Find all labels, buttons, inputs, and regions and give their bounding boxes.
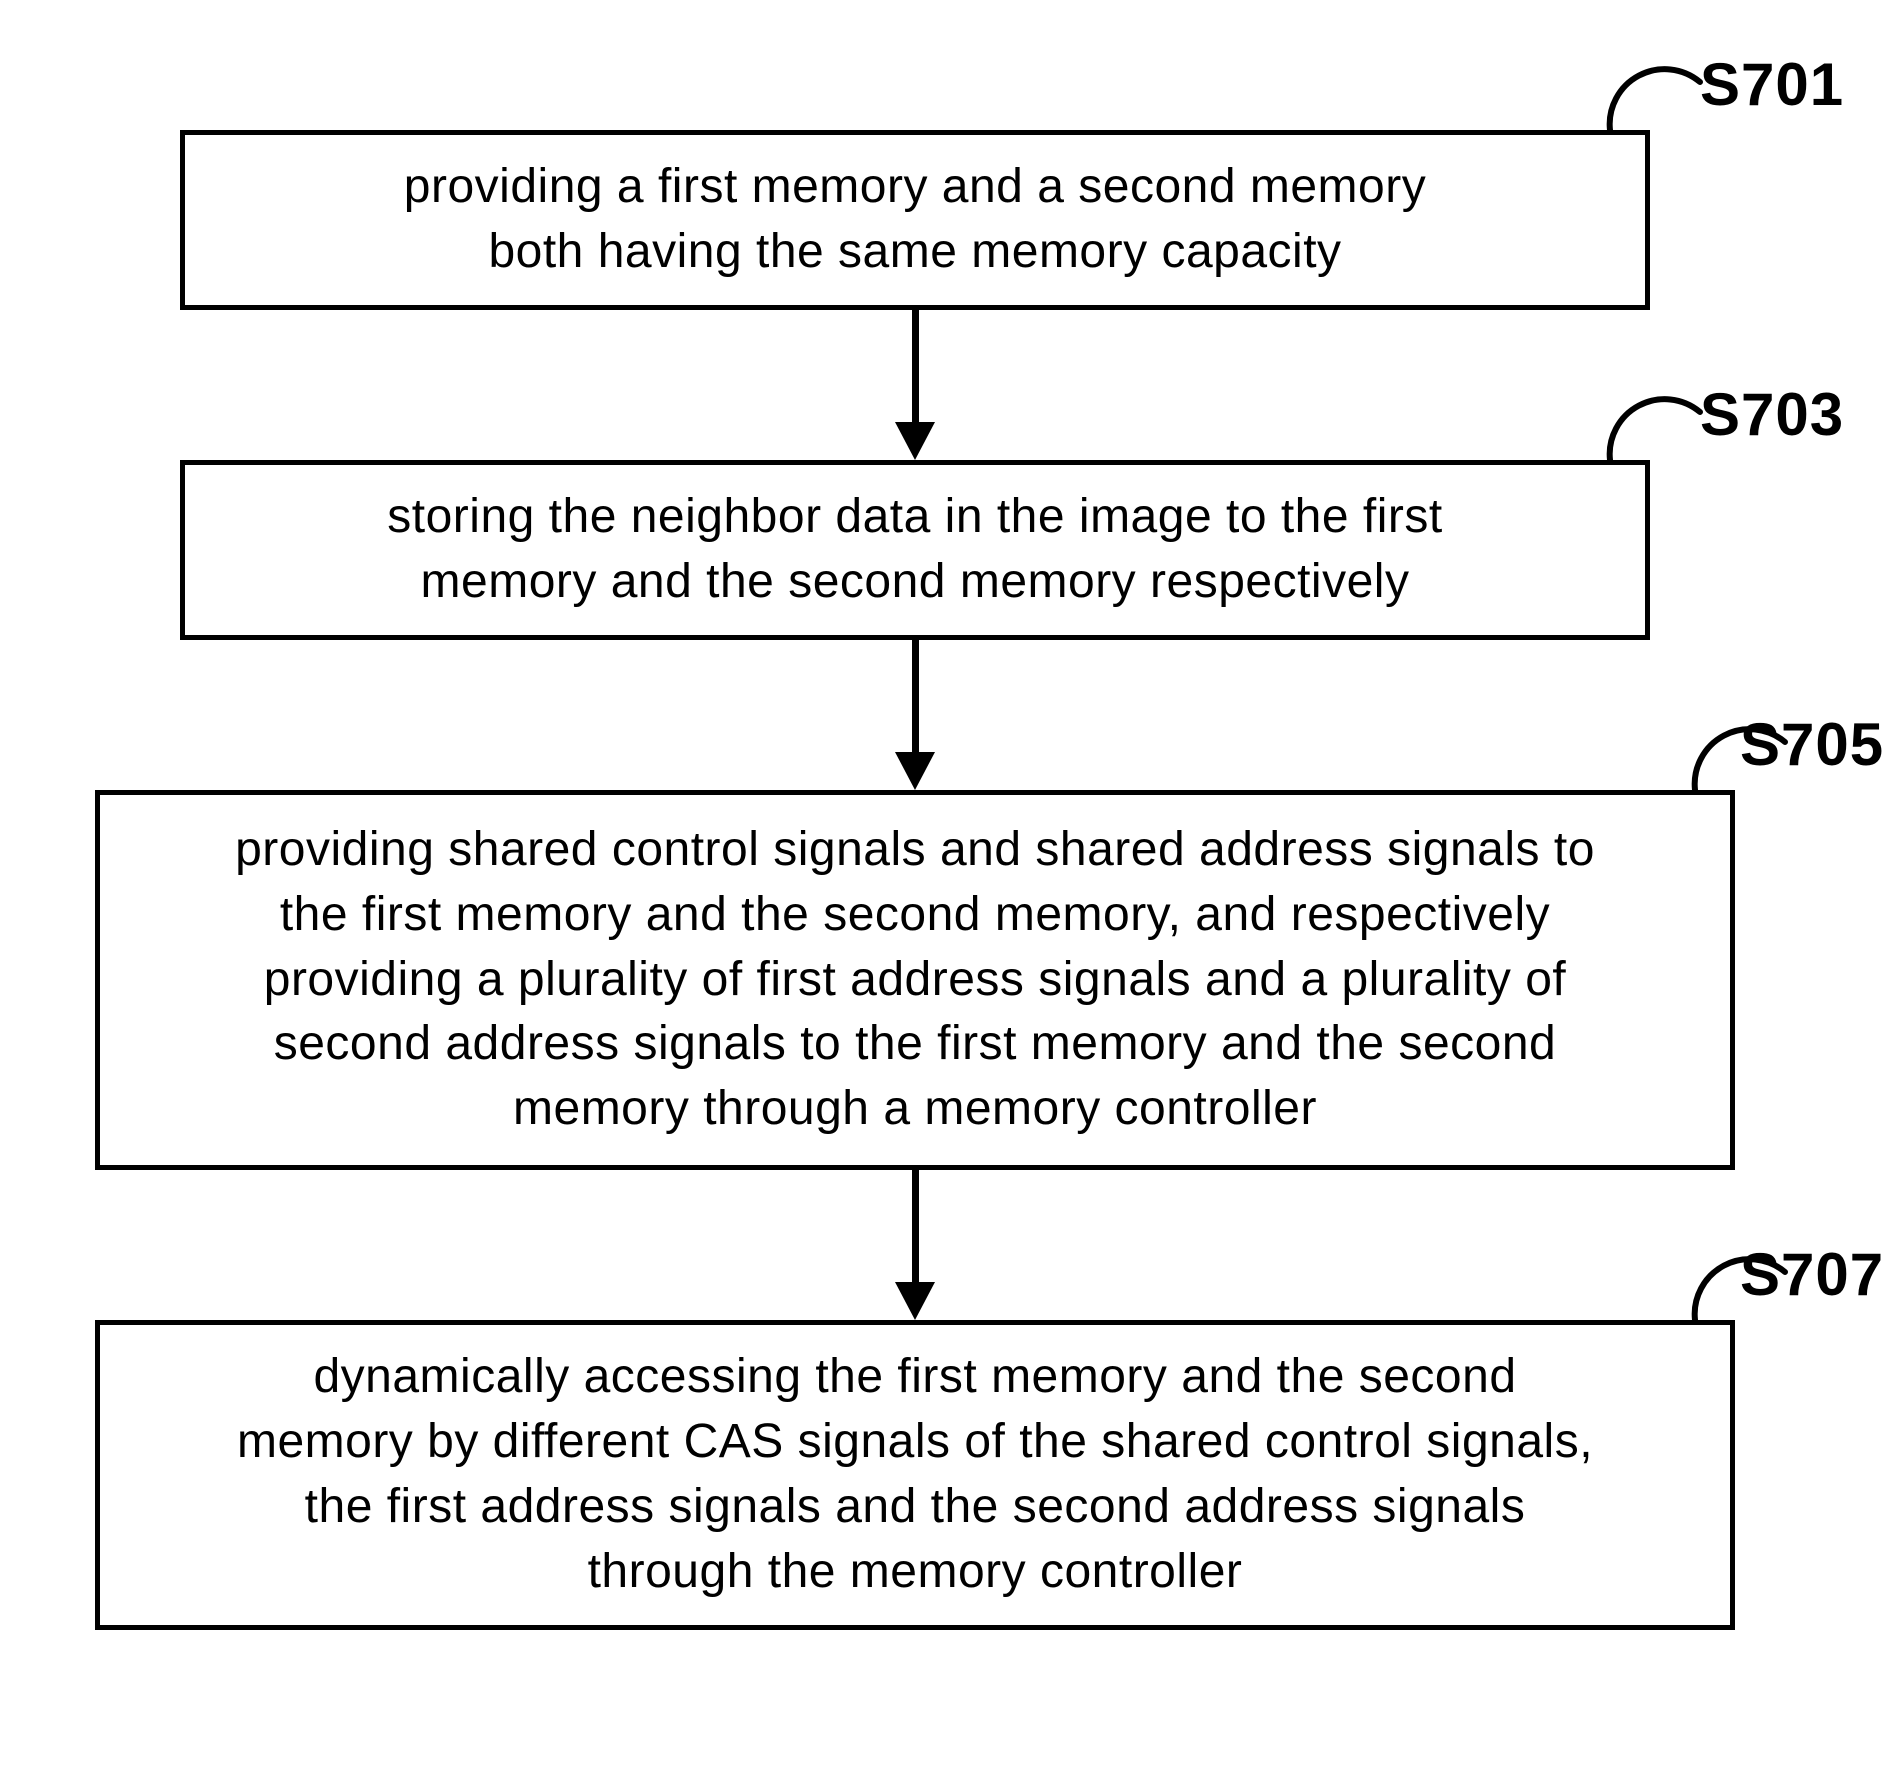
flow-node-s703-text: storing the neighbor data in the image t… [387,485,1442,615]
flowchart-canvas: providing a first memory and a second me… [0,0,1902,1789]
flow-arrow-3-line [912,1170,919,1285]
flow-node-s705: providing shared control signals and sha… [95,790,1735,1170]
flow-arrow-1-line [912,310,919,425]
flow-arrow-2-head [895,752,935,790]
flow-node-s707-text: dynamically accessing the first memory a… [237,1345,1593,1604]
flow-arrow-2-line [912,640,919,755]
flow-arrow-3-head [895,1282,935,1320]
flow-label-s705: S705 [1740,710,1884,779]
flow-node-s701-text: providing a first memory and a second me… [404,155,1426,285]
flow-node-s707: dynamically accessing the first memory a… [95,1320,1735,1630]
flow-node-s703: storing the neighbor data in the image t… [180,460,1650,640]
flow-label-s703: S703 [1700,380,1844,449]
flow-node-s701: providing a first memory and a second me… [180,130,1650,310]
flow-label-s701: S701 [1700,50,1844,119]
flow-arrow-1-head [895,422,935,460]
flow-label-s707: S707 [1740,1240,1884,1309]
flow-node-s705-text: providing shared control signals and sha… [235,818,1595,1142]
